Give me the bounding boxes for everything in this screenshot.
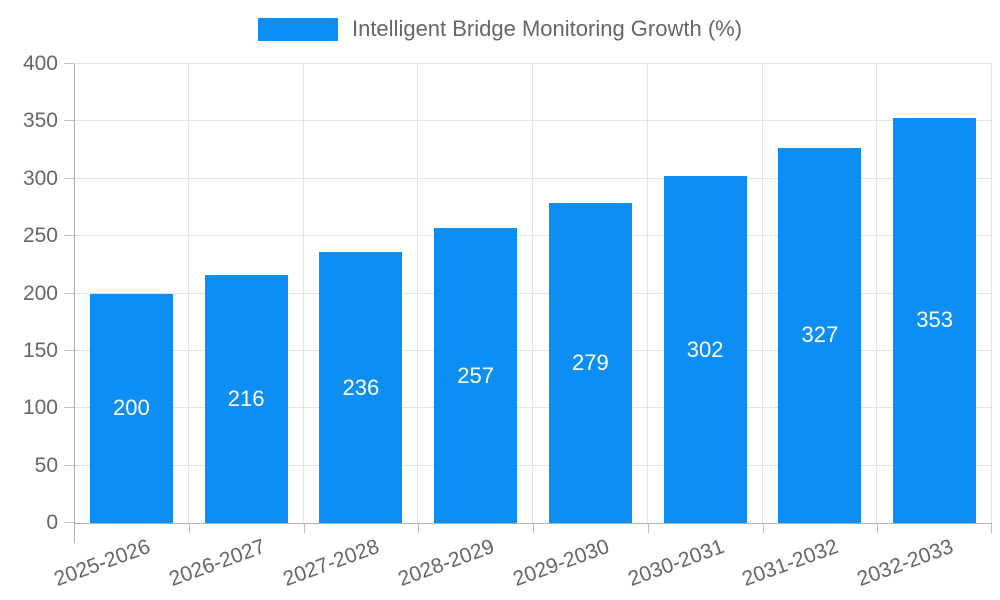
x-tick-mark xyxy=(877,523,879,533)
y-tick-mark xyxy=(64,235,74,237)
x-tick-mark xyxy=(762,523,764,533)
y-tick-label: 400 xyxy=(22,52,58,75)
bar[interactable]: 257 xyxy=(434,228,518,523)
bar-value-label: 200 xyxy=(113,395,150,421)
y-tick-label: 100 xyxy=(22,396,58,420)
y-tick-label: 50 xyxy=(34,453,58,477)
y-gridline xyxy=(74,407,992,409)
y-tick-mark xyxy=(64,120,74,122)
bar-value-label: 236 xyxy=(342,374,380,400)
x-gridline xyxy=(417,64,419,523)
y-tick-mark xyxy=(64,292,74,294)
x-tick-label: 2031-2032 xyxy=(739,535,842,591)
y-tick-label: 150 xyxy=(22,338,58,362)
bar[interactable]: 216 xyxy=(204,275,288,523)
legend-label: Intelligent Bridge Monitoring Growth (%) xyxy=(351,16,743,41)
y-gridline xyxy=(74,464,992,466)
x-tick-mark xyxy=(991,523,992,533)
y-gridline xyxy=(74,235,992,237)
bar[interactable]: 279 xyxy=(548,202,632,523)
bar[interactable]: 353 xyxy=(893,117,977,523)
x-tick-label: 2030-2031 xyxy=(624,535,727,591)
y-gridline xyxy=(74,120,992,122)
bar[interactable]: 302 xyxy=(663,176,747,523)
x-tick-mark xyxy=(188,523,190,533)
x-gridline xyxy=(991,64,992,523)
x-tick-mark xyxy=(303,523,305,533)
bar-value-label: 327 xyxy=(801,322,839,348)
x-tick-mark xyxy=(418,523,420,533)
y-tick-label: 0 xyxy=(46,511,58,534)
x-gridline xyxy=(302,64,304,523)
y-tick-mark xyxy=(64,349,74,351)
legend-swatch xyxy=(257,17,338,41)
x-tick-label: 2027-2028 xyxy=(280,535,383,591)
y-tick-label: 300 xyxy=(22,166,58,190)
y-tick-mark xyxy=(64,464,74,466)
x-axis-line xyxy=(74,523,992,524)
x-gridline xyxy=(761,64,763,523)
y-tick-label: 200 xyxy=(22,281,58,305)
y-gridline xyxy=(74,292,992,294)
bar[interactable]: 327 xyxy=(778,147,862,523)
x-gridline xyxy=(532,64,533,523)
bar[interactable]: 200 xyxy=(89,293,173,523)
bar-value-label: 216 xyxy=(227,386,265,412)
bar-value-label: 302 xyxy=(686,336,724,362)
x-tick-label: 2032-2033 xyxy=(854,535,957,591)
y-tick-label: 250 xyxy=(22,224,58,248)
x-gridline xyxy=(187,64,189,523)
x-tick-mark xyxy=(647,523,649,533)
y-gridline xyxy=(74,349,992,351)
y-tick-mark xyxy=(64,407,74,409)
plot-area: 0 50 100 150 200 250 300 350 400 200 216 236 257 279 3… xyxy=(23,53,992,591)
y-gridline xyxy=(74,63,992,64)
y-tick-mark xyxy=(64,522,74,523)
x-tick-label: 2026-2027 xyxy=(165,535,268,591)
bar-value-label: 353 xyxy=(916,307,953,333)
y-axis-line xyxy=(74,64,75,543)
y-tick-label: 350 xyxy=(22,109,58,133)
bar[interactable]: 236 xyxy=(319,252,403,523)
x-tick-label: 2025-2026 xyxy=(50,535,154,591)
x-tick-label: 2028-2029 xyxy=(395,535,498,591)
x-tick-label: 2029-2030 xyxy=(509,535,613,591)
y-tick-mark xyxy=(64,63,74,64)
bar-value-label: 279 xyxy=(572,349,609,375)
x-tick-mark xyxy=(533,523,534,533)
x-gridline xyxy=(646,64,648,523)
x-gridline xyxy=(876,64,878,523)
bar-value-label: 257 xyxy=(457,362,494,388)
chart-legend[interactable]: Intelligent Bridge Monitoring Growth (%) xyxy=(0,16,1000,42)
y-gridline xyxy=(74,177,992,179)
y-tick-mark xyxy=(64,177,74,179)
